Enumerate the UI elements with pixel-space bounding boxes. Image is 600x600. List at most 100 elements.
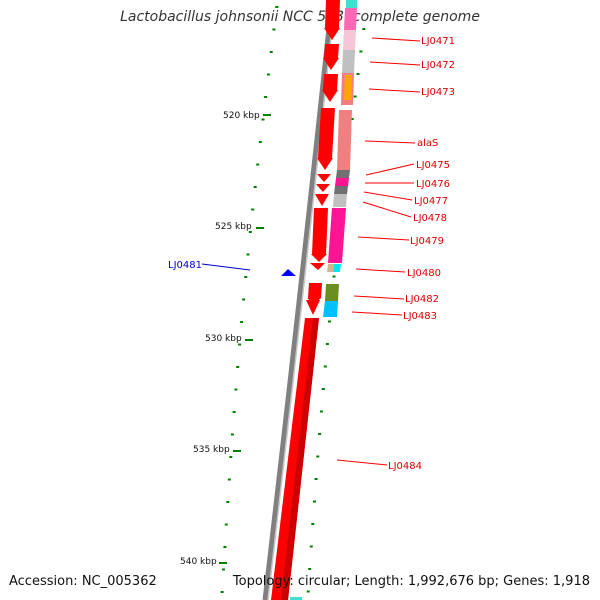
inner-tick-dot xyxy=(229,456,233,458)
inner-tick-dot xyxy=(232,411,236,413)
gene-label-lj0472[interactable]: LJ0472 xyxy=(421,60,455,71)
outer-tick-dot xyxy=(321,388,325,390)
scale-label-520: 520 kbp xyxy=(223,111,260,121)
outer-tick-dot xyxy=(359,50,363,53)
scale-label-530: 530 kbp xyxy=(205,334,242,344)
gene-label-alas[interactable]: alaS xyxy=(417,138,438,149)
gene-label-lj0480[interactable]: LJ0480 xyxy=(407,268,441,279)
outer-tick-dot xyxy=(311,523,315,525)
inner-tick-dot xyxy=(242,298,246,301)
band-lj0475-dgrey xyxy=(336,170,350,178)
gene-label-lj0473[interactable]: LJ0473 xyxy=(421,87,455,98)
inner-tick-dot xyxy=(226,501,230,503)
band-lj0477-dgrey xyxy=(334,186,348,194)
band-lj0471-cyan xyxy=(346,0,357,8)
inner-tick-dot xyxy=(234,388,238,391)
forward-gene-labels xyxy=(336,37,421,466)
inner-tick-dot xyxy=(256,163,260,166)
leader-lj0475 xyxy=(365,163,415,176)
gene-label-lj0481[interactable]: LJ0481 xyxy=(168,260,202,271)
inner-tick-dot xyxy=(275,6,279,8)
band-lj0471-pink xyxy=(344,8,357,30)
outer-tick-dot xyxy=(350,118,354,120)
band-lj0480-tan xyxy=(327,264,334,272)
outer-tick-dot xyxy=(325,343,329,345)
gene-label-lj0484[interactable]: LJ0484 xyxy=(388,461,422,472)
gene-arrow-alas[interactable] xyxy=(317,158,333,170)
outer-tick-dot xyxy=(318,433,322,435)
gene-arrow-lj0472[interactable] xyxy=(323,58,339,70)
outer-tick-dot xyxy=(316,455,320,458)
leader-lj0482 xyxy=(353,295,405,300)
inner-tick-dot xyxy=(251,208,255,211)
outer-tick-dot xyxy=(309,545,313,548)
inner-tick-dot xyxy=(269,51,273,53)
band-lj0478-lgrey xyxy=(333,194,347,207)
leader-alas xyxy=(364,140,416,144)
gene-block-lj0472[interactable] xyxy=(324,44,339,58)
outer-tick-dot xyxy=(328,320,331,323)
forward-strand-genes xyxy=(271,0,340,600)
band-lj0476-magenta xyxy=(335,178,349,186)
gene-arrow-lj0480[interactable] xyxy=(310,263,325,270)
band-lj0480-cyan xyxy=(333,264,341,272)
gene-label-lj0478[interactable]: LJ0478 xyxy=(413,213,447,224)
inner-tick-dot xyxy=(248,231,252,233)
band-lj0473-orange xyxy=(344,75,352,100)
leader-lj0477 xyxy=(363,191,413,201)
inner-tick-dot xyxy=(244,276,248,278)
gene-block-lj0473[interactable] xyxy=(323,74,338,90)
gene-block-alas[interactable] xyxy=(318,108,335,158)
band-lj0483-cyan xyxy=(323,301,338,317)
gene-label-lj0475[interactable]: LJ0475 xyxy=(416,160,450,171)
gene-block-lj0471[interactable] xyxy=(325,0,340,28)
gene-label-lj0476[interactable]: LJ0476 xyxy=(416,179,450,190)
outer-tick-dot xyxy=(314,478,318,480)
leader-lj0480 xyxy=(355,268,406,273)
leader-lj0472 xyxy=(369,61,421,66)
inner-tick-dot xyxy=(261,118,265,121)
gene-arrow-lj0476[interactable] xyxy=(316,184,330,192)
annotation-band xyxy=(290,0,357,600)
inner-tick-dot xyxy=(272,28,276,31)
band-lj0472-grey xyxy=(342,50,355,73)
gene-block-lj0482[interactable] xyxy=(308,283,322,298)
outer-tick-dot xyxy=(306,590,310,593)
inner-tick-dot xyxy=(238,343,242,346)
leader-lj0479 xyxy=(357,236,410,241)
band-lj0479-magenta xyxy=(328,208,346,263)
gene-block-lj0484-shade xyxy=(281,318,319,600)
inner-tick-dot xyxy=(264,96,268,98)
inner-tick-dot xyxy=(220,591,224,593)
gene-arrow-lj0481[interactable] xyxy=(281,269,296,276)
inner-tick-dot xyxy=(258,141,262,143)
inner-tick-dot xyxy=(253,186,257,188)
gene-arrow-lj0483[interactable] xyxy=(306,300,320,315)
outer-tick-dot xyxy=(313,500,316,503)
gene-label-lj0471[interactable]: LJ0471 xyxy=(421,36,455,47)
outer-tick-dot xyxy=(356,73,360,75)
scale-markers: 520 kbp 525 kbp 530 kbp 535 kbp 540 kbp xyxy=(180,111,271,567)
outer-tick-dot xyxy=(323,365,327,368)
gene-arrow-lj0471[interactable] xyxy=(324,28,340,40)
inner-tick-dot xyxy=(227,478,231,481)
outer-tick-dot xyxy=(308,568,312,570)
gene-arrow-lj0479[interactable] xyxy=(311,254,327,262)
gene-block-lj0479[interactable] xyxy=(312,208,328,254)
gene-label-lj0483[interactable]: LJ0483 xyxy=(403,311,437,322)
band-bottom-cyan xyxy=(290,597,302,600)
gene-label-lj0477[interactable]: LJ0477 xyxy=(414,196,448,207)
gene-label-lj0482[interactable]: LJ0482 xyxy=(405,294,439,305)
leader-lj0483 xyxy=(351,311,403,316)
outer-tick-dot xyxy=(332,275,336,278)
gene-arrow-lj0477[interactable] xyxy=(315,194,329,206)
gene-arrow-lj0475[interactable] xyxy=(317,174,331,182)
genome-summary-text: Topology: circular; Length: 1,992,676 bp… xyxy=(232,574,590,589)
leader-lj0484 xyxy=(336,459,388,466)
outer-tick-dot xyxy=(362,28,366,30)
gene-arrow-lj0473[interactable] xyxy=(322,90,338,102)
scale-label-540: 540 kbp xyxy=(180,557,217,567)
gene-label-lj0479[interactable]: LJ0479 xyxy=(410,236,444,247)
